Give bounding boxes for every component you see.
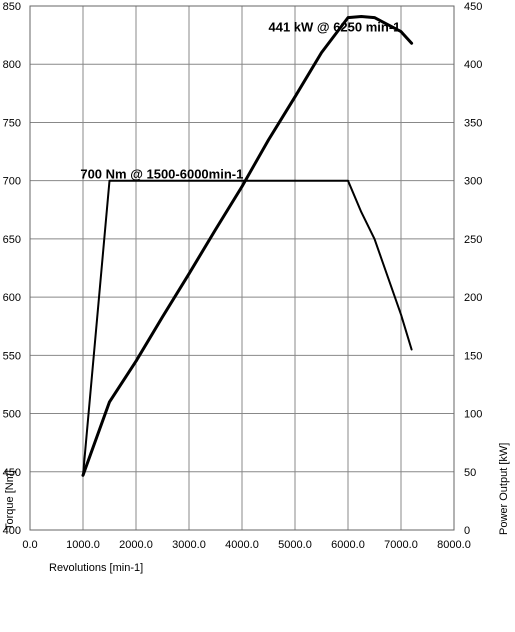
y2-tick-label: 200 xyxy=(464,292,482,304)
x-tick-label: 8000.0 xyxy=(437,539,471,551)
y-tick-label: 850 xyxy=(3,1,21,13)
x-tick-label: 3000.0 xyxy=(172,539,206,551)
x-tick-label: 0.0 xyxy=(22,539,37,551)
y-tick-label: 650 xyxy=(3,234,21,246)
y-tick-label: 700 xyxy=(3,176,21,188)
y2-tick-label: 450 xyxy=(464,1,482,13)
y-tick-label: 800 xyxy=(3,59,21,71)
y-tick-label: 600 xyxy=(3,292,21,304)
x-axis-title: Revolutions [min-1] xyxy=(49,562,143,574)
annotation-label: 441 kW @ 6250 min-1 xyxy=(269,20,401,35)
y2-tick-label: 50 xyxy=(464,467,476,479)
axes: 0.0 1000.0 2000.0 3000.0 4000.0 5000.0 6000.0 7… xyxy=(3,1,483,551)
torque-line xyxy=(82,179,413,477)
y-tick-label: 500 xyxy=(3,409,21,421)
plot-border xyxy=(29,5,455,531)
y2-tick-label: 100 xyxy=(464,409,482,421)
y2-tick-label: 150 xyxy=(464,350,482,362)
annotation-label: 700 Nm @ 1500-6000min-1 xyxy=(80,166,243,181)
power-output-line xyxy=(81,15,414,477)
grid xyxy=(29,5,455,531)
x-tick-label: 2000.0 xyxy=(119,539,153,551)
x-tick-label: 7000.0 xyxy=(384,539,418,551)
y-tick-label: 400 xyxy=(3,525,21,537)
y-tick-label: 750 xyxy=(3,117,21,129)
y2-tick-label: 0 xyxy=(464,525,470,537)
y-tick-label: 450 xyxy=(3,467,21,479)
y2-tick-label: 250 xyxy=(464,234,482,246)
y2-tick-label: 400 xyxy=(464,59,482,71)
x-tick-label: 5000.0 xyxy=(278,539,312,551)
y2-tick-label: 300 xyxy=(464,176,482,188)
x-tick-label: 6000.0 xyxy=(331,539,365,551)
y2-axis-title: Power Output [kW] xyxy=(498,443,510,535)
x-tick-label: 4000.0 xyxy=(225,539,259,551)
series-lines xyxy=(81,15,414,477)
y2-tick-label: 350 xyxy=(464,117,482,129)
labels: Revolutions [min-1] Torque [Nm] Power Outp… xyxy=(4,20,510,574)
x-tick-label: 1000.0 xyxy=(66,539,100,551)
y-tick-label: 550 xyxy=(3,350,21,362)
y-axis-title: Torque [Nm] xyxy=(4,470,16,530)
